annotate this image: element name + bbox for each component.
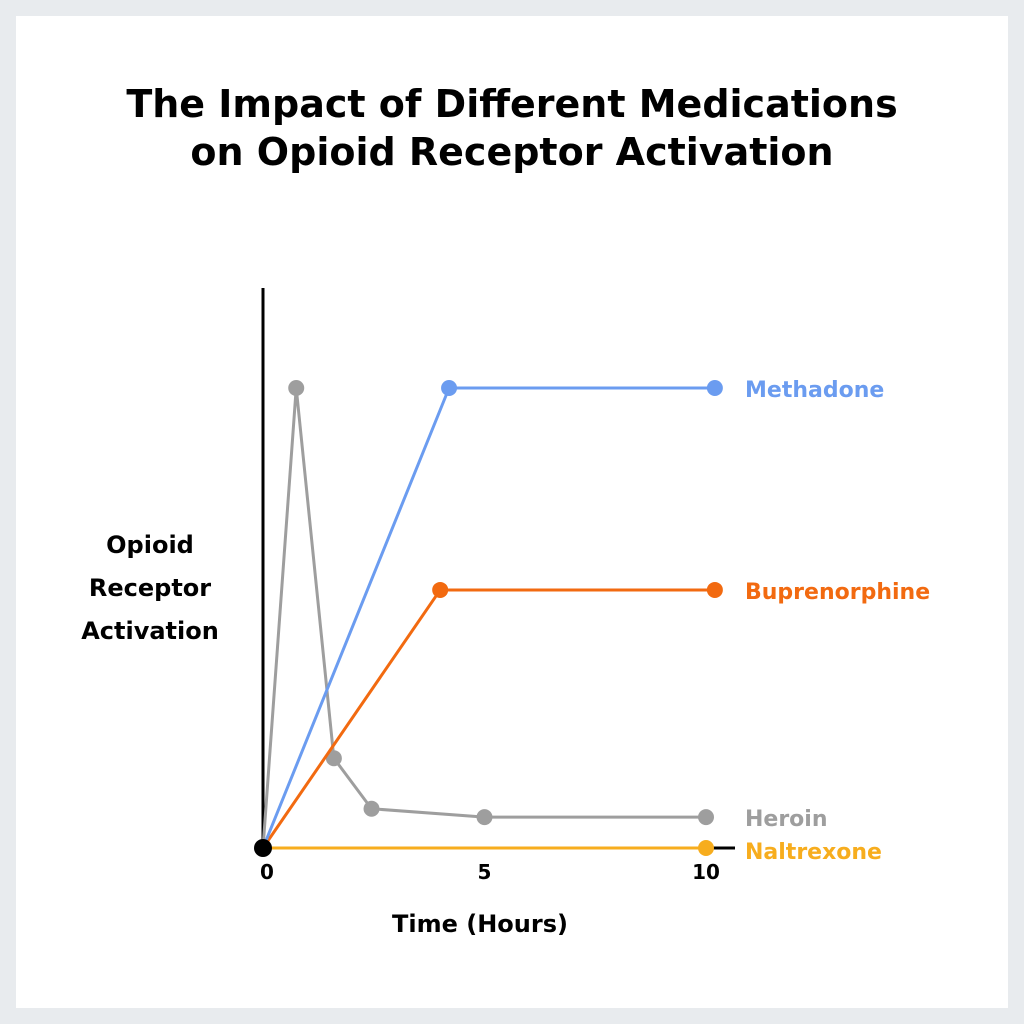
heroin-point bbox=[325, 750, 342, 767]
heroin-series-label: Heroin bbox=[745, 807, 828, 832]
methadone-line bbox=[261, 386, 715, 849]
buprenorphine-point bbox=[706, 581, 723, 598]
chart-title-line-2: on Opioid Receptor Activation bbox=[190, 130, 834, 174]
y-axis-label-line-3: Activation bbox=[81, 617, 219, 645]
chart-title-line-1: The Impact of Different Medications bbox=[126, 82, 898, 126]
methadone-point bbox=[441, 380, 458, 396]
y-axis-label: Opioid Receptor Activation bbox=[50, 524, 250, 653]
methadone-point bbox=[706, 380, 723, 396]
y-axis-label-line-2: Receptor bbox=[88, 574, 212, 602]
chart-card bbox=[16, 16, 1008, 1008]
methadone-series-label: Methadone bbox=[745, 378, 884, 403]
buprenorphine-point bbox=[432, 581, 449, 598]
x-axis-label: Time (Hours) bbox=[392, 910, 568, 938]
heroin-point bbox=[288, 380, 305, 396]
heroin-point bbox=[363, 800, 380, 817]
naltrexone-series-label: Naltrexone bbox=[745, 840, 882, 865]
origin-point bbox=[254, 839, 272, 857]
heroin-point bbox=[698, 809, 714, 826]
chart-title: The Impact of Different Medications on O… bbox=[0, 80, 1024, 176]
x-tick-label: 5 bbox=[478, 860, 492, 884]
heroin-line bbox=[261, 386, 706, 849]
buprenorphine-series-label: Buprenorphine bbox=[745, 580, 930, 605]
naltrexone-point bbox=[698, 840, 714, 856]
x-tick-label: 0 bbox=[260, 860, 274, 884]
x-tick-label: 10 bbox=[692, 860, 720, 884]
heroin-point bbox=[476, 809, 493, 826]
y-axis-label-line-1: Opioid bbox=[106, 531, 194, 559]
